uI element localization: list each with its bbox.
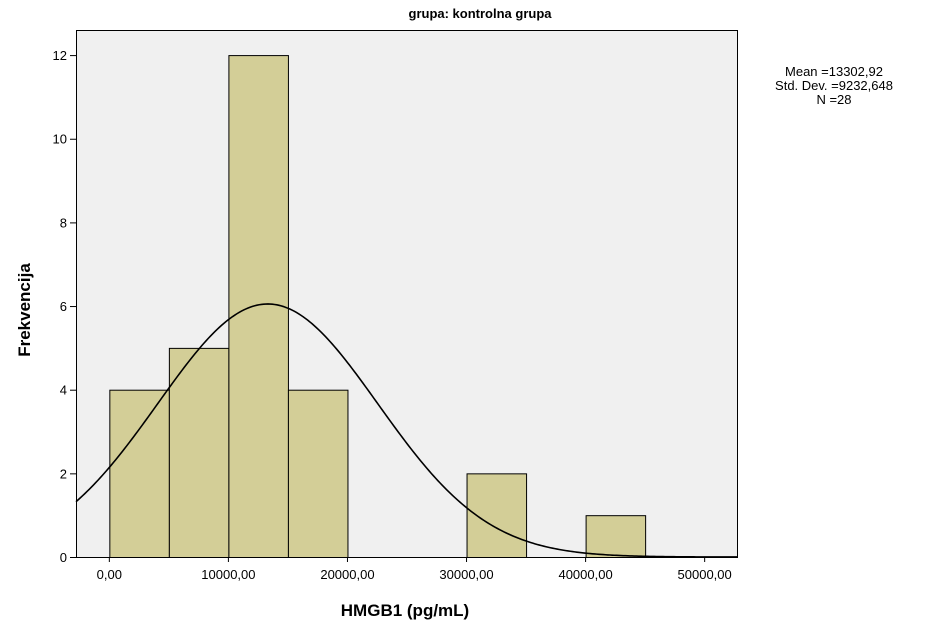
chart-title: grupa: kontrolna grupa [409, 6, 553, 21]
histogram-bar [287, 389, 349, 559]
x-tick-label: 10000,00 [201, 567, 255, 582]
histogram-bar [585, 515, 647, 559]
stats-n: N =28 [816, 92, 851, 107]
x-tick-label: 40000,00 [558, 567, 612, 582]
x-tick-label: 30000,00 [439, 567, 493, 582]
histogram-bar [228, 55, 289, 558]
stats-std-dev: Std. Dev. =9232,648 [775, 78, 893, 93]
y-tick-label: 2 [60, 466, 67, 481]
x-tick-label: 20000,00 [320, 567, 374, 582]
normal-curve [75, 303, 738, 558]
y-tick-label: 12 [53, 48, 67, 63]
y-tick-label: 6 [60, 299, 67, 314]
y-ticks-layer: 0 2 4 6 8 10 12 [53, 48, 76, 565]
stats-mean: Mean =13302,92 [785, 64, 883, 79]
y-tick-label: 10 [53, 132, 67, 147]
y-tick-label: 8 [60, 215, 67, 230]
bars-layer [109, 55, 647, 559]
y-tick-label: 0 [60, 550, 67, 565]
y-axis-title: Frekvencija [15, 263, 34, 357]
x-ticks-layer: 0,00 10000,00 20000,00 30000,00 40000,00 5000… [97, 557, 732, 582]
y-tick-label: 4 [60, 383, 67, 398]
x-tick-label: 0,00 [97, 567, 122, 582]
histogram-bar [168, 347, 230, 558]
histogram-bar [109, 389, 170, 559]
x-tick-label: 50000,00 [678, 567, 732, 582]
x-axis-title: HMGB1 (pg/mL) [341, 601, 469, 620]
